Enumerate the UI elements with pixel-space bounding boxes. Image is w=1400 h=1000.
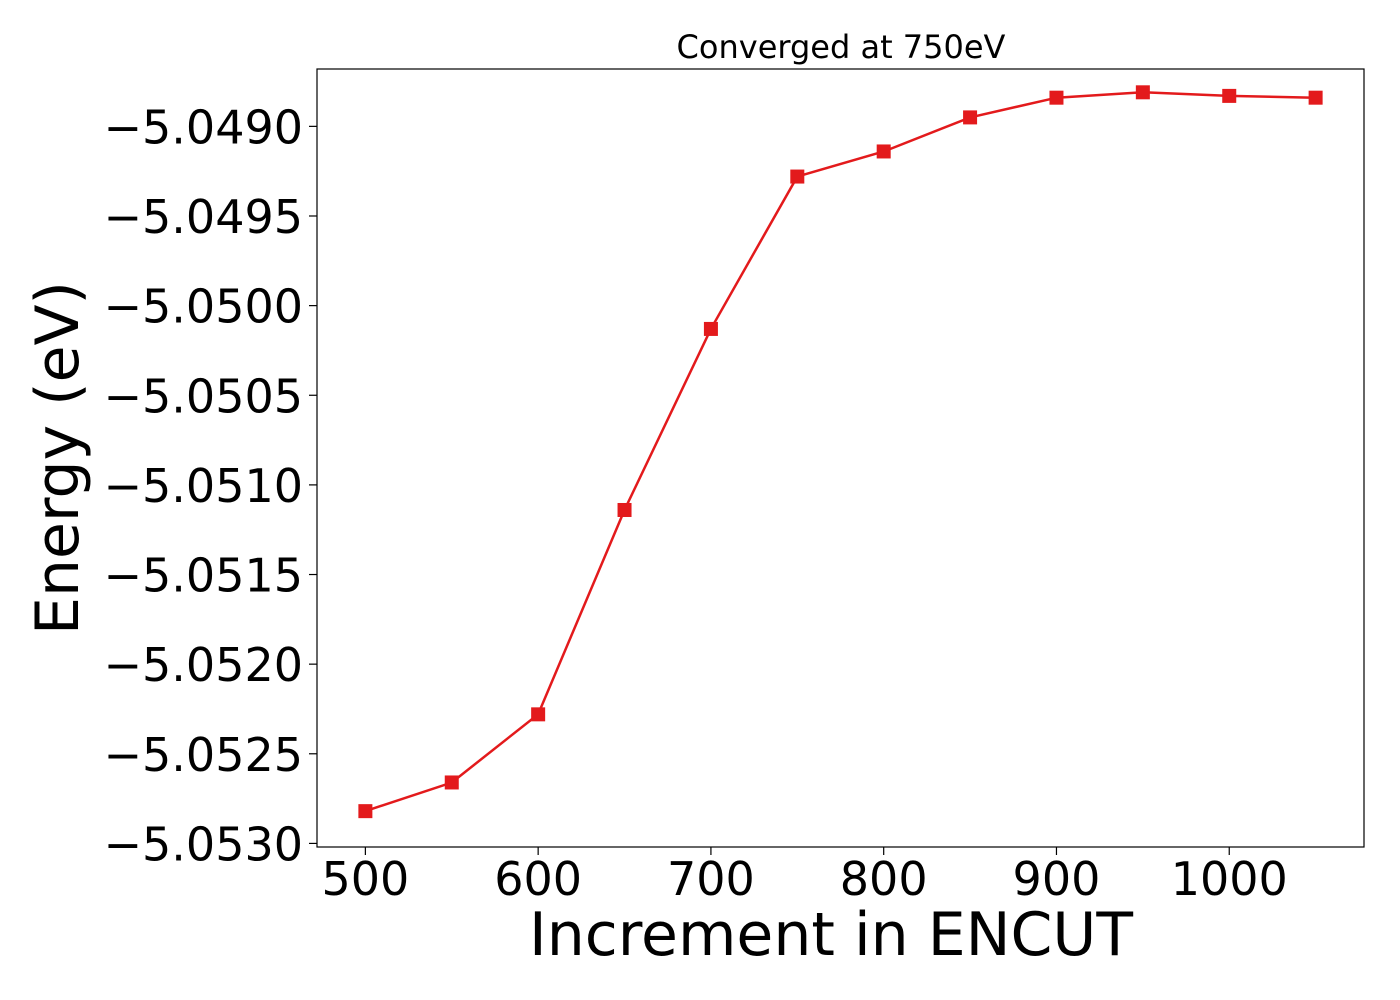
x-axis: 500 600 700 800 900 1000 [321, 847, 1288, 906]
x-tick-label: 900 [1013, 852, 1101, 906]
x-axis-label: Increment in ENCUT [529, 900, 1133, 970]
x-tick-label: 800 [840, 852, 928, 906]
data-point-marker [1308, 90, 1323, 105]
y-axis-label: Energy (eV) [23, 281, 93, 635]
data-point-marker [531, 707, 546, 722]
x-tick-label: 500 [321, 852, 409, 906]
y-axis: −5.0490 −5.0495 −5.0500 −5.0505 −5.0510 −5.05… [104, 100, 317, 871]
y-tick-label: −5.0505 [104, 369, 304, 423]
chart-title: Converged at 750eV [677, 28, 1006, 66]
data-point-marker [617, 502, 632, 517]
data-point-marker [444, 775, 459, 790]
y-tick-label: −5.0525 [104, 728, 304, 782]
data-point-marker [790, 169, 805, 184]
x-tick-label: 1000 [1171, 852, 1288, 906]
data-point-marker [1135, 85, 1150, 100]
y-tick-label: −5.0515 [104, 549, 304, 603]
data-point-marker [358, 804, 373, 819]
y-tick-label: −5.0495 [104, 190, 304, 244]
data-point-marker [876, 144, 891, 159]
data-point-marker [1049, 90, 1064, 105]
series-line [365, 91, 1316, 813]
y-tick-label: −5.0530 [104, 817, 304, 871]
data-series [358, 85, 1323, 819]
y-tick-label: −5.0500 [104, 280, 304, 334]
x-tick-label: 600 [494, 852, 582, 906]
data-point-marker [963, 110, 978, 125]
data-point-marker [1222, 88, 1237, 103]
plot-area-frame [316, 68, 1365, 848]
x-tick-label: 700 [667, 852, 755, 906]
y-tick-label: −5.0490 [104, 100, 304, 154]
data-point-marker [703, 321, 718, 336]
y-tick-label: −5.0510 [104, 459, 304, 513]
y-tick-label: −5.0520 [104, 638, 304, 692]
